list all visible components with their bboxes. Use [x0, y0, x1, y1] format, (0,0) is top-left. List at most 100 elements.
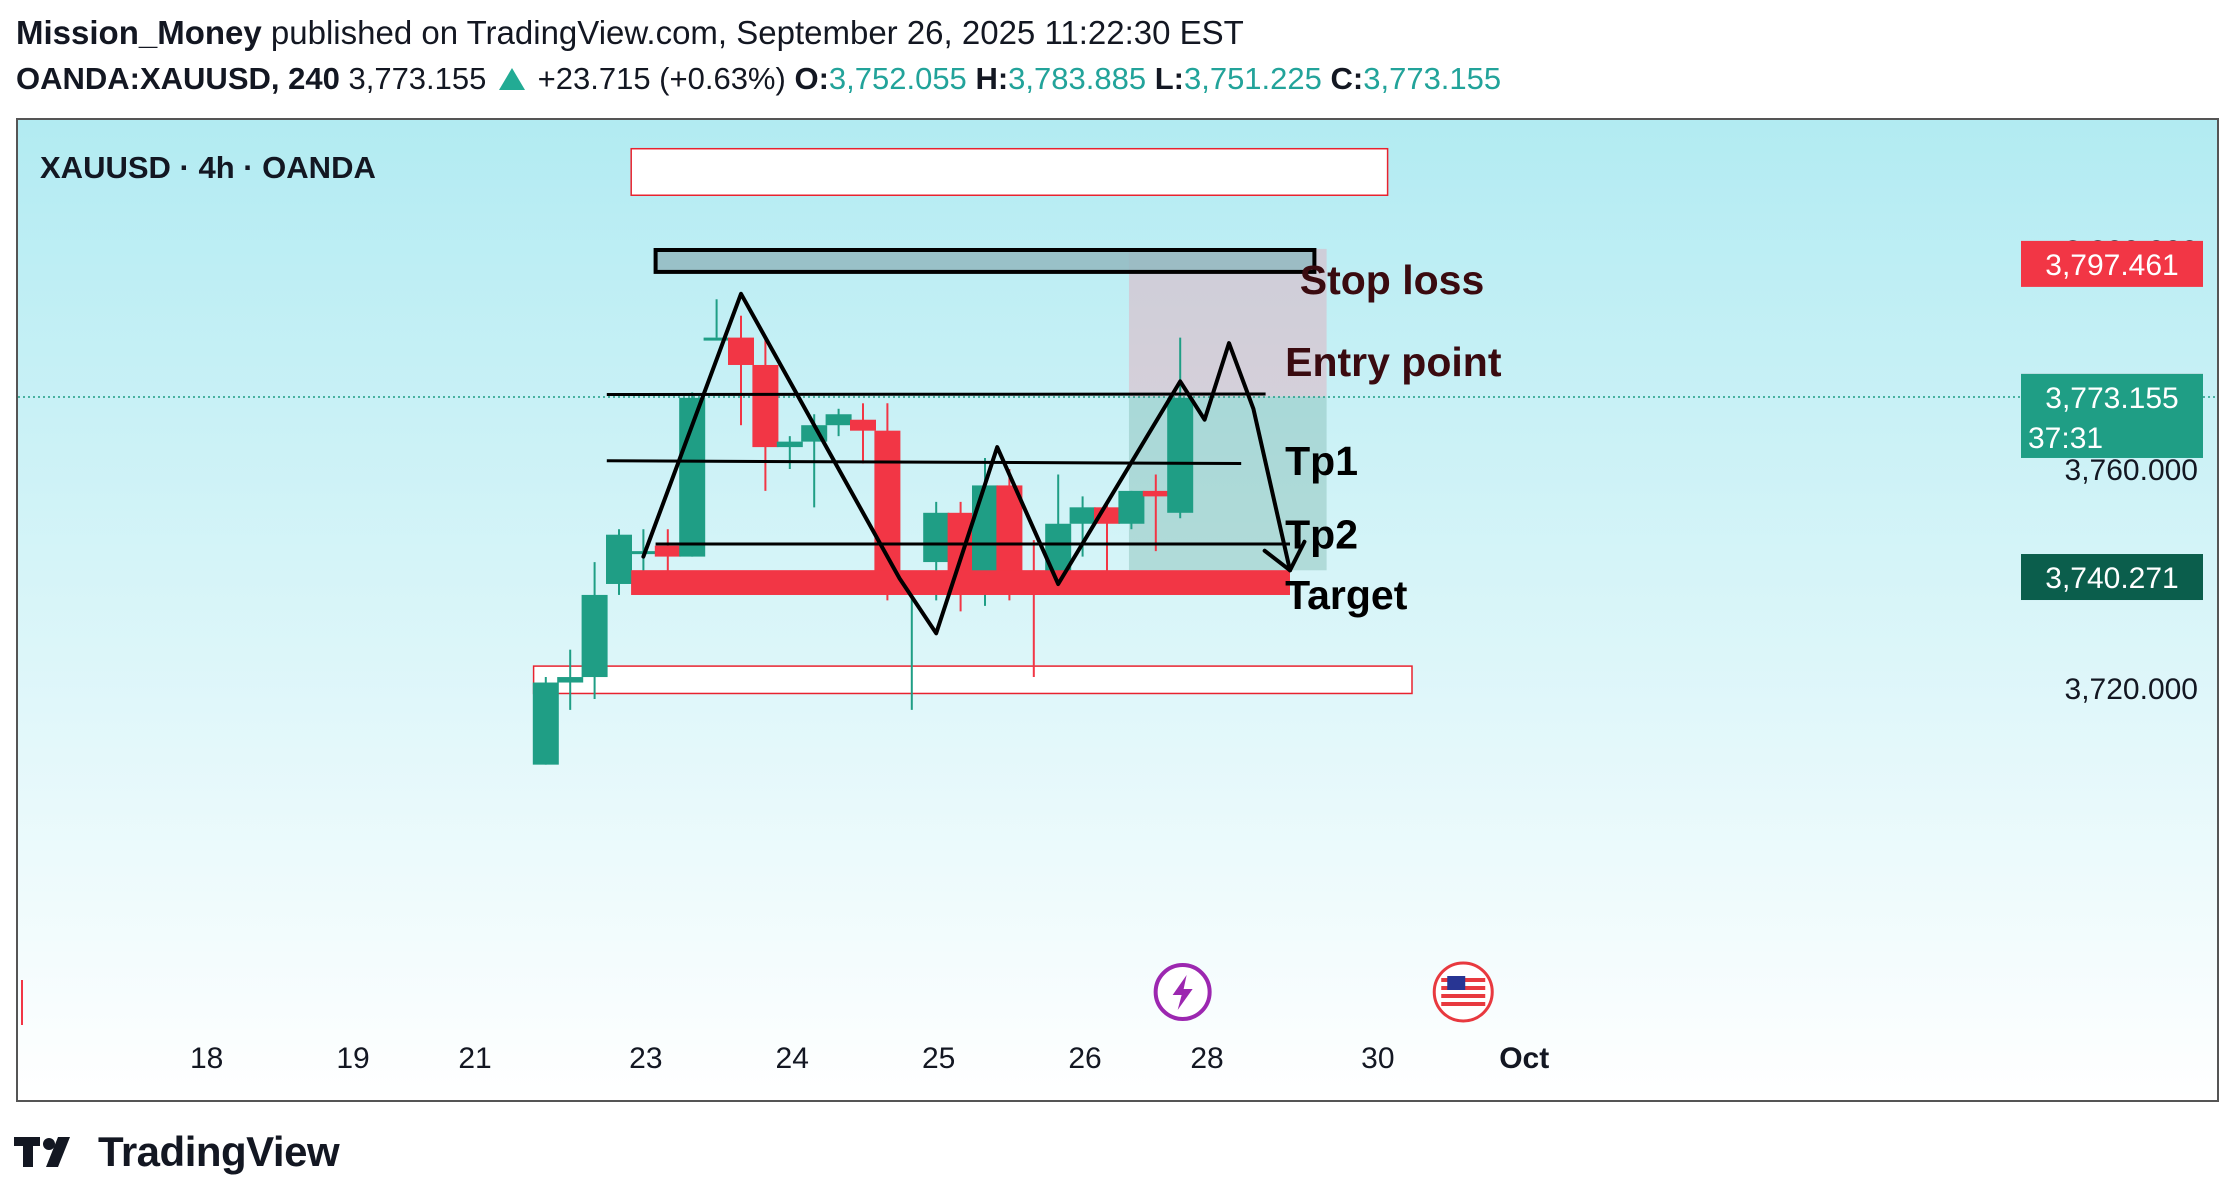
x-tick-label: 24: [776, 1042, 809, 1075]
candle: [1118, 490, 1145, 530]
x-tick-label: 26: [1068, 1042, 1101, 1075]
candle-body: [850, 419, 876, 431]
close-value: 3,773.155: [1363, 61, 1502, 96]
candle: [996, 469, 1023, 601]
candle-body: [972, 485, 998, 574]
candle: [850, 403, 876, 464]
price-chart[interactable]: Stop loss Entry point Tp1 Tp2 Target XAUUSD ·…: [18, 120, 2217, 1100]
price-tag: 3,797.461: [2021, 240, 2203, 287]
publish-line: Mission_Money published on TradingView.c…: [16, 10, 2216, 56]
published-text: published on TradingView.com, September …: [270, 14, 1244, 51]
tp2-label: Tp2: [1285, 512, 1358, 558]
candle-body: [752, 364, 779, 448]
candle-body: [532, 682, 559, 765]
price-tag: 3,773.155 37:31: [2021, 373, 2203, 458]
candle: [1142, 474, 1169, 552]
low-value: 3,751.225: [1183, 61, 1322, 96]
x-tick-label: 28: [1190, 1042, 1223, 1075]
price-tag-box: [2021, 373, 2203, 458]
price-tag-value: 3,797.461: [2045, 249, 2178, 282]
x-tick-label: 23: [629, 1042, 662, 1075]
x-tick-label: 30: [1361, 1042, 1394, 1075]
candle-body: [1167, 397, 1194, 513]
price-tag-value: 3,740.271: [2045, 562, 2178, 595]
candle-body: [703, 337, 730, 341]
candle-body: [654, 545, 681, 557]
candle-body: [825, 414, 852, 426]
candle-body: [557, 677, 584, 683]
candle: [752, 337, 779, 491]
chart-header: Mission_Money published on TradingView.c…: [16, 10, 2216, 102]
flag-stripe: [1441, 994, 1486, 998]
candle: [557, 649, 584, 710]
projection-arrow-head: [1262, 539, 1307, 573]
flag-stripe: [1441, 1002, 1486, 1006]
entry-line: [606, 392, 1266, 397]
target-label: Target: [1285, 572, 1408, 618]
candle-body: [581, 594, 608, 678]
candle-body: [1142, 490, 1169, 497]
lower-empty-box: [532, 665, 1413, 695]
stop-loss-label: Stop loss: [1300, 257, 1485, 303]
candle: [581, 562, 608, 699]
x-tick-label: 18: [190, 1042, 223, 1075]
candle: [654, 529, 681, 579]
candle: [532, 677, 559, 765]
price-tag-box: [2021, 554, 2203, 601]
us-flag-event-icon: [1432, 961, 1494, 1023]
footer: TradingView: [14, 1128, 340, 1176]
tradingview-brand[interactable]: TradingView: [98, 1128, 340, 1175]
stop-loss-zone: [653, 248, 1317, 274]
reward-area: [1128, 396, 1327, 571]
chart-frame[interactable]: Stop loss Entry point Tp1 Tp2 Target XAUUSD ·…: [16, 118, 2219, 1102]
countdown-label: 37:31: [2028, 422, 2103, 455]
lightning-event-icon: [1153, 963, 1212, 1021]
candle: [1020, 540, 1047, 678]
symbol-label: OANDA:XAUUSD, 240: [16, 61, 340, 96]
x-tick-label: 21: [458, 1042, 491, 1075]
x-tick-label: 25: [922, 1042, 955, 1075]
candle-body: [728, 337, 754, 365]
candle: [776, 436, 803, 469]
candle-body: [923, 512, 950, 563]
price-tag: 3,740.271: [2021, 554, 2203, 601]
candle-body: [1118, 490, 1145, 524]
low-label: L:: [1154, 61, 1184, 96]
upper-empty-box: [630, 147, 1389, 196]
y-tick-label: 3,760.000: [2065, 454, 2198, 487]
target-zone: [631, 570, 1290, 595]
up-triangle-icon: [499, 68, 526, 90]
candle: [923, 501, 950, 601]
tradingview-logo-icon: [14, 1137, 70, 1167]
chart-legend: XAUUSD · 4h · OANDA: [40, 150, 376, 185]
x-tick-label: 19: [336, 1042, 369, 1075]
lightning-bolt: [1172, 975, 1193, 1010]
candle: [825, 408, 852, 437]
candle: [728, 315, 754, 426]
last-price: 3,773.155: [348, 61, 487, 96]
price-change: +23.715 (+0.63%): [537, 61, 786, 96]
x-tick-label: Oct: [1499, 1042, 1549, 1075]
author-name[interactable]: Mission_Money: [16, 14, 262, 51]
price-tag-box: [2021, 240, 2203, 287]
y-tick-label: 3,720.000: [2065, 673, 2198, 706]
candle-body: [996, 485, 1023, 579]
price-tag-value: 3,773.155: [2045, 382, 2178, 415]
candle-body: [776, 441, 803, 448]
high-label: H:: [975, 61, 1009, 96]
candle: [606, 529, 632, 595]
high-value: 3,783.885: [1008, 61, 1147, 96]
projection-path: [641, 291, 1292, 636]
candle-body: [874, 430, 901, 584]
open-label: O:: [794, 61, 829, 96]
tp1-line: [606, 459, 1242, 466]
open-value: 3,752.055: [828, 61, 967, 96]
candle: [1167, 337, 1194, 519]
tp1-label: Tp1: [1285, 438, 1358, 484]
candle-body: [606, 534, 632, 584]
candle: [679, 392, 706, 557]
close-label: C:: [1330, 61, 1364, 96]
entry-point-label: Entry point: [1285, 339, 1502, 385]
quote-line: OANDA:XAUUSD, 240 3,773.155 +23.715 (+0.…: [16, 56, 2216, 102]
flag-canton: [1447, 976, 1466, 990]
